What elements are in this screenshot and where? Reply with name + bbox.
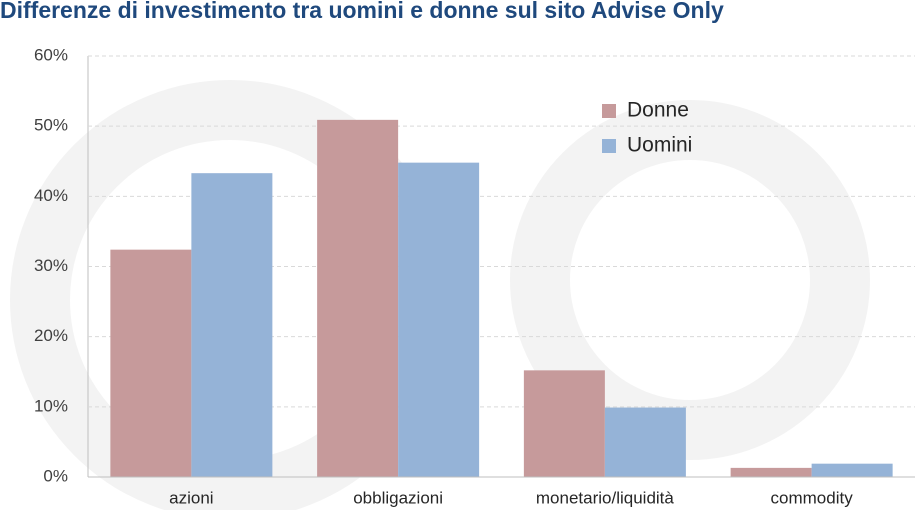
legend-label: Donne xyxy=(627,99,689,122)
legend-swatch xyxy=(602,104,616,118)
x-tick-label: monetario/liquidità xyxy=(536,488,675,507)
legend-swatch xyxy=(602,139,616,153)
legend-label: Uomini xyxy=(627,134,692,157)
y-tick-label: 0% xyxy=(43,466,68,485)
bar xyxy=(730,467,812,477)
y-tick-label: 60% xyxy=(34,45,68,64)
bar xyxy=(110,249,192,477)
bar xyxy=(191,173,273,477)
bar xyxy=(604,407,686,477)
y-tick-label: 30% xyxy=(34,256,68,275)
y-tick-label: 50% xyxy=(34,116,68,135)
x-tick-label: commodity xyxy=(771,488,854,507)
bar xyxy=(811,463,893,477)
bar xyxy=(523,370,605,477)
y-tick-label: 20% xyxy=(34,326,68,345)
watermark xyxy=(510,100,870,460)
bar xyxy=(317,119,399,477)
x-tick-label: azioni xyxy=(169,488,213,507)
x-tick-label: obbligazioni xyxy=(353,488,443,507)
y-tick-label: 10% xyxy=(34,396,68,415)
bar xyxy=(398,162,480,478)
chart-title: Differenze di investimento tra uomini e … xyxy=(0,0,724,23)
y-tick-label: 40% xyxy=(34,186,68,205)
